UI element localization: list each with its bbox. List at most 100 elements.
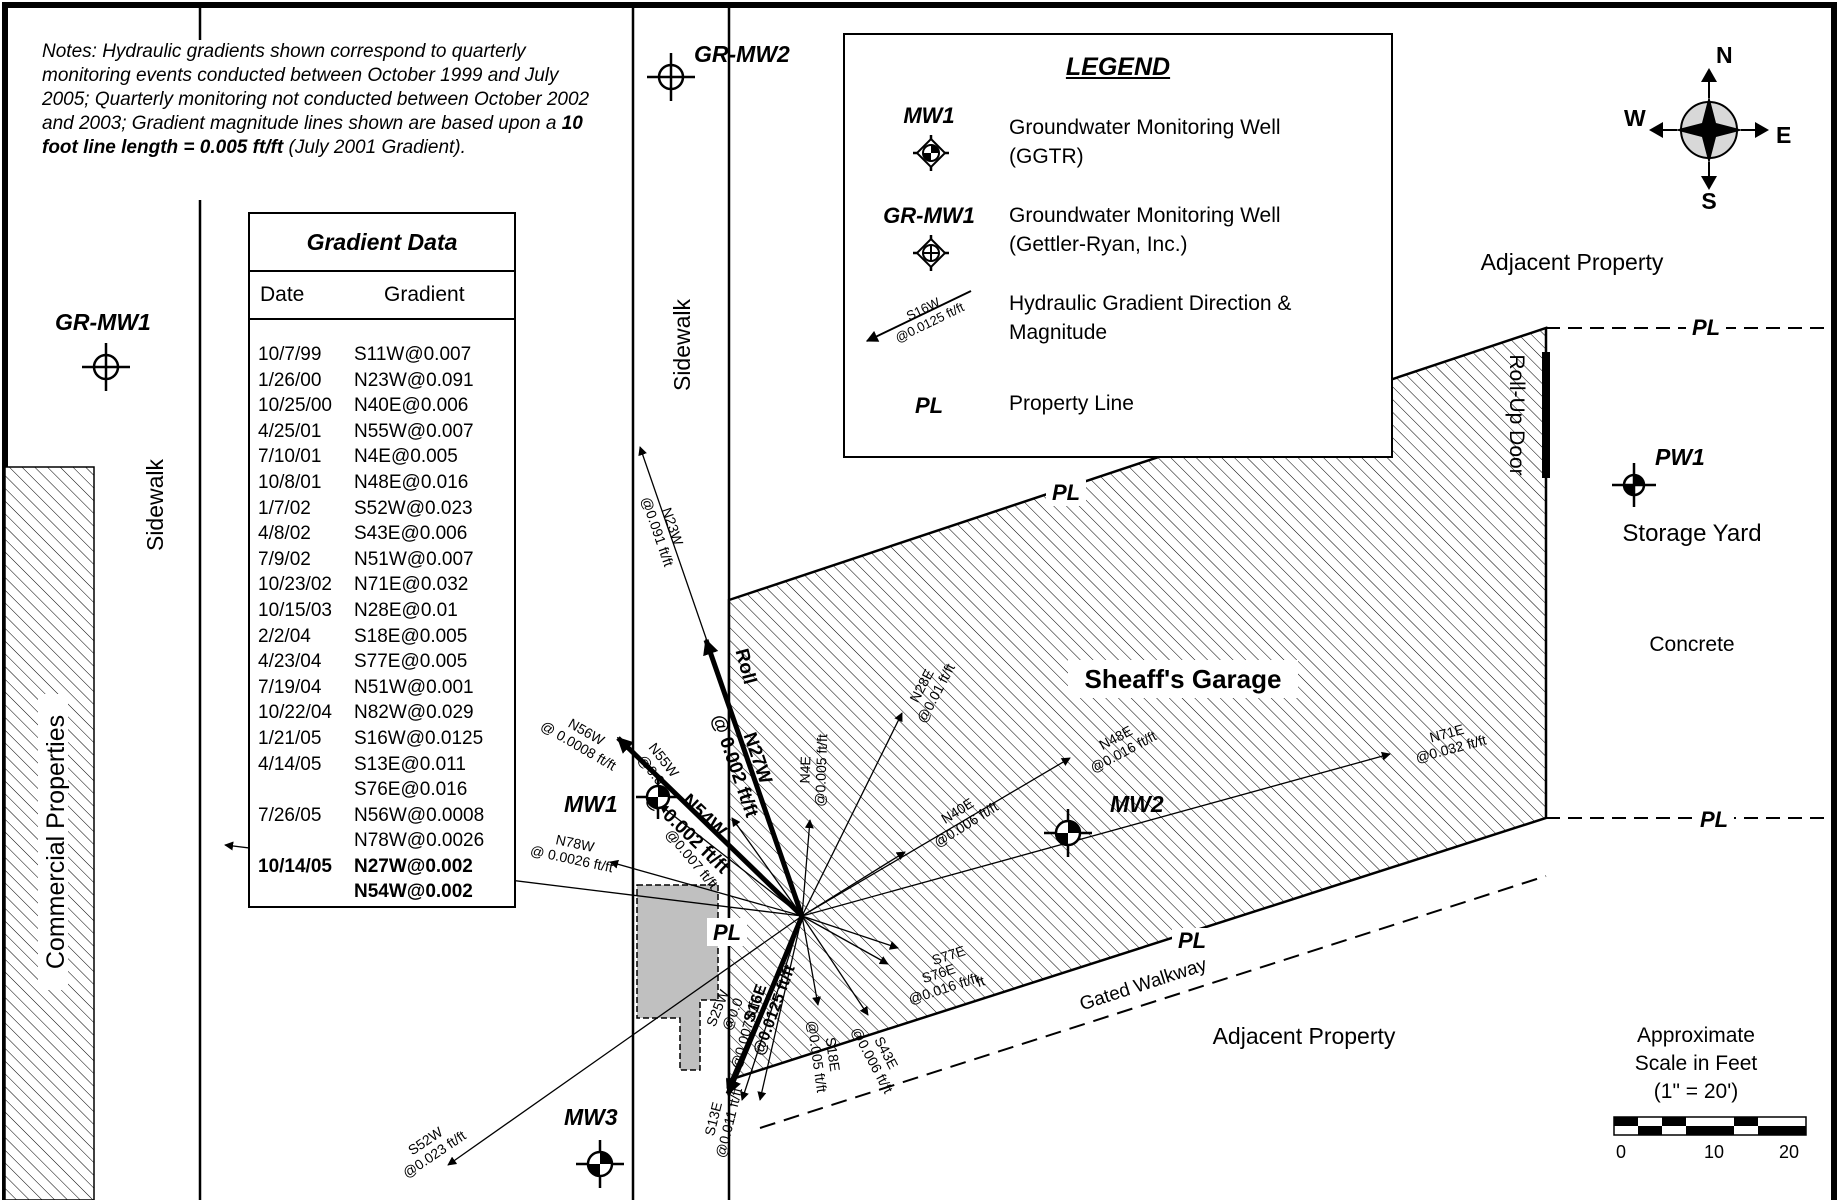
gradient-table-row: 10/25/00 N40E@0.006 [250, 393, 514, 419]
gradient-table-row: S76E@0.016 [250, 777, 514, 803]
legend-desc-grmw1-1: Groundwater Monitoring Well [1009, 204, 1281, 227]
gradient-table-title: Gradient Data [250, 214, 514, 272]
garage-label: Sheaff's Garage [1085, 664, 1282, 694]
legend-box: LEGEND MW1 Groundwater Monitoring Well (G… [843, 33, 1393, 458]
gradient-row-value: N55W@0.007 [354, 420, 474, 442]
gradient-row-date: 10/25/00 [258, 395, 332, 417]
scale-title-2: Scale in Feet [1635, 1052, 1758, 1075]
gradient-table-header: Date Gradient [250, 272, 514, 320]
gradient-row-value: S77E@0.005 [354, 651, 468, 673]
notes-text: Notes: Hydraulic gradients shown corresp… [42, 40, 610, 160]
label-n23w: N23W@0.091 ft/ft [638, 489, 692, 568]
gradient-data-table: Gradient Data Date Gradient 10/7/99 S11W@… [248, 212, 516, 908]
gradient-table-row: 10/23/02 N71E@0.032 [250, 572, 514, 598]
legend-desc-mw1: Groundwater Monitoring Well (GGTR) [1009, 113, 1281, 171]
scale-tick-10: 10 [1704, 1142, 1724, 1162]
legend-desc-gradient-2: Magnitude [1009, 321, 1108, 344]
gradient-table-row: 10/8/01 N48E@0.016 [250, 470, 514, 496]
gradient-row-date: 10/15/03 [258, 599, 332, 621]
gradient-row-value: S11W@0.007 [354, 344, 472, 365]
notes-lead: Notes: Hydraulic gradients shown corresp… [42, 41, 590, 134]
arrow-s13e [757, 915, 803, 1101]
sidewalk-mid-label: Sidewalk [669, 298, 695, 391]
notes-bold: 10 foot line length = 0.005 ft/ft [42, 113, 583, 158]
gradient-table-row: 10/15/03 N28E@0.01 [250, 598, 514, 624]
legend-desc-mw1-1: Groundwater Monitoring Well [1009, 116, 1281, 139]
col-gradient-header: Gradient [384, 283, 465, 306]
arrow-n71e [801, 751, 1391, 917]
well-mw1 [636, 775, 680, 819]
arrow-n48e [801, 757, 1071, 917]
gradient-row-value: N71E@0.032 [354, 574, 469, 596]
legend-desc-gradient: Hydraulic Gradient Direction & Magnitude [1009, 289, 1291, 347]
well-gr-mw2 [647, 53, 695, 101]
gradient-row-value: S76E@0.016 [354, 779, 468, 801]
gradient-row-date: 7/19/04 [258, 676, 322, 698]
pl-label-east-top: PL [1692, 315, 1720, 340]
well-mw2 [1044, 809, 1092, 857]
arrow-n4e [801, 819, 814, 917]
adjacent-property-bottom: Adjacent Property [1213, 1023, 1396, 1049]
gradient-row-value: S43E@0.006 [354, 523, 468, 545]
gradient-row-date: 10/22/04 [258, 702, 332, 724]
gradient-row-date: 4/23/04 [258, 651, 322, 673]
gradient-row-value: N51W@0.007 [354, 548, 474, 570]
arrow-n78w [609, 859, 803, 917]
label-s13e: S13E@0.011 ft/ft [697, 1082, 745, 1159]
gradient-row-value: N78W@0.0026 [354, 830, 485, 852]
gradient-row-date: 1/21/05 [258, 727, 322, 749]
gradient-row-value: N82W@0.029 [354, 702, 474, 724]
gradient-table-row: 7/9/02 N51W@0.007 [250, 547, 514, 573]
commercial-properties-label: Commercial Properties [42, 715, 70, 969]
pl-label-east-bottom: PL [1700, 807, 1728, 832]
gradient-table-row: 1/7/02 S52W@0.023 [250, 496, 514, 522]
gradient-row-date: 7/9/02 [258, 548, 311, 570]
gradient-row-date: 10/7/99 [258, 344, 322, 365]
well-label-gr-mw1: GR-MW1 [55, 309, 151, 335]
compass-n: N [1716, 42, 1733, 68]
gradient-table-rows: 10/7/99 S11W@0.007 1/26/00 N23W@0.091 10/25/… [250, 320, 514, 905]
gradient-row-value: N56W@0.0008 [354, 804, 485, 826]
adjacent-property-top: Adjacent Property [1481, 249, 1664, 275]
arrow-n55w [731, 817, 803, 917]
legend-desc-gradient-1: Hydraulic Gradient Direction & [1009, 292, 1292, 315]
gradient-row-date: 1/26/00 [258, 369, 322, 391]
gradient-table-row: 4/25/01 N55W@0.007 [250, 419, 514, 445]
arrow-n51w [659, 804, 803, 917]
gradient-table-row: 7/10/01 N4E@0.005 [250, 444, 514, 470]
gradient-row-value: N23W@0.091 [354, 369, 474, 391]
gradient-table-row: 10/22/04 N82W@0.029 [250, 700, 514, 726]
gated-walkway-line [759, 875, 1547, 1129]
gradient-table-row: 7/26/05 N56W@0.0008 [250, 803, 514, 829]
gradient-row-value: N27W@0.002 [354, 855, 473, 877]
building-footprint [636, 884, 719, 1071]
scale-title-3: (1" = 20') [1654, 1080, 1738, 1103]
compass-s: S [1701, 188, 1716, 214]
well-label-pw1: PW1 [1655, 444, 1705, 470]
gradient-table-row: N54W@0.002 [250, 879, 514, 905]
arrow-s18e [801, 915, 821, 1006]
legend-desc-mw1-2: (GGTR) [1009, 145, 1084, 168]
arrow-n28e [801, 712, 903, 917]
gradient-table-row: 7/19/04 N51W@0.001 [250, 675, 514, 701]
gradient-row-date: 7/26/05 [258, 804, 322, 826]
pl-label-garage: PL [1052, 480, 1080, 505]
concrete-label: Concrete [1649, 633, 1734, 656]
gradient-row-value: S13E@0.011 [354, 753, 466, 775]
arrow-s52w [447, 915, 803, 1166]
legend-symbol-mw1-text: MW1 [903, 103, 955, 128]
pl-label-building: PL [713, 920, 741, 945]
label-n4e: N4E@0.005 ft/ft [796, 733, 831, 807]
svg-text:S16W@0.0125 ft/ft: S16W@0.0125 ft/ft [886, 286, 967, 346]
legend-gradient-arrow-icon: S16W@0.0125 ft/ft [865, 286, 972, 346]
gradient-row-value: N28E@0.01 [354, 599, 458, 621]
gradient-row-value: S18E@0.005 [354, 625, 468, 647]
pl-label-walkway: PL [1178, 928, 1206, 953]
gradient-row-date: 10/8/01 [258, 471, 322, 493]
gradient-table-row: 4/23/04 S77E@0.005 [250, 649, 514, 675]
label-s52w: S52W@0.023 ft/ft [391, 1114, 469, 1181]
scale-tick-0: 0 [1616, 1142, 1626, 1162]
gradient-table-row: N78W@0.0026 [250, 828, 514, 854]
well-mw3 [576, 1140, 624, 1188]
